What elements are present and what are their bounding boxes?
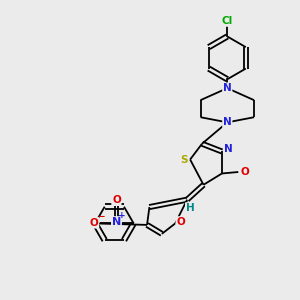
Text: O: O [90, 218, 98, 228]
Text: +: + [118, 211, 126, 220]
Text: Cl: Cl [222, 16, 233, 26]
Text: N: N [112, 217, 121, 227]
Text: N: N [224, 144, 233, 154]
Text: N: N [223, 83, 232, 93]
Text: H: H [186, 203, 194, 213]
Text: O: O [176, 217, 185, 227]
Text: S: S [180, 154, 188, 164]
Text: −: − [97, 212, 104, 221]
Text: O: O [240, 167, 249, 177]
Text: O: O [112, 195, 121, 205]
Text: N: N [223, 117, 232, 128]
